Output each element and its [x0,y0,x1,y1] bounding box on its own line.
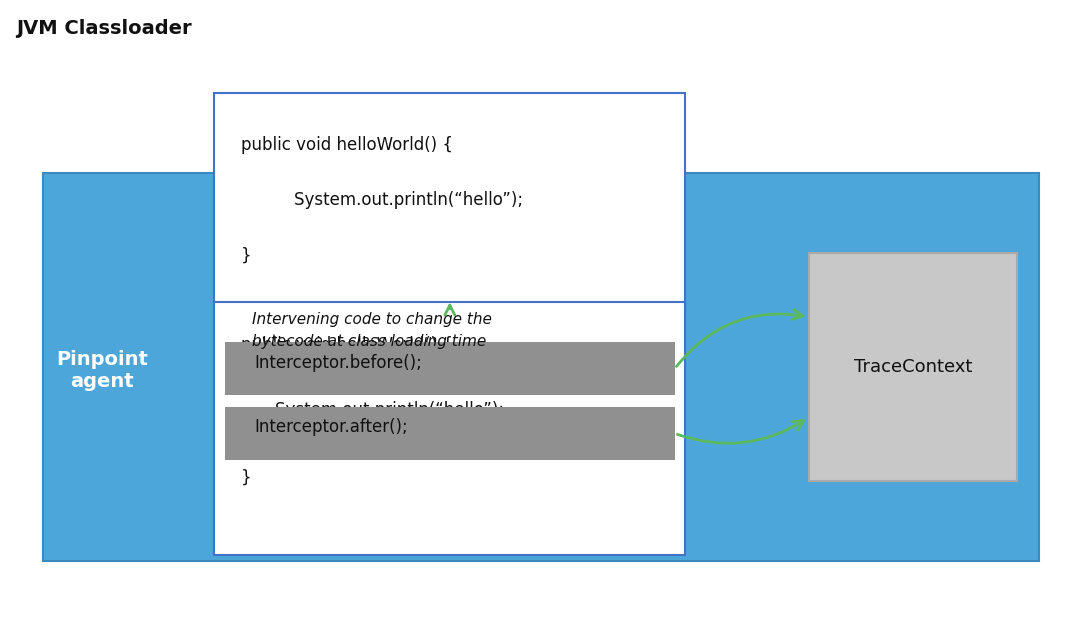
FancyBboxPatch shape [809,253,1017,481]
Text: public void helloWorld() {: public void helloWorld() { [241,336,453,354]
Text: Interceptor.after();: Interceptor.after(); [255,418,408,436]
FancyBboxPatch shape [43,173,1039,561]
Text: System.out.println(“hello”);: System.out.println(“hello”); [255,401,504,419]
Text: Intervening code to change the
bytecode at class loading time: Intervening code to change the bytecode … [252,312,492,349]
FancyBboxPatch shape [225,407,675,460]
Text: }: } [241,469,252,487]
FancyBboxPatch shape [225,342,675,395]
Text: TraceContext: TraceContext [854,358,972,376]
FancyBboxPatch shape [214,302,685,555]
Text: public void helloWorld() {: public void helloWorld() { [241,136,453,154]
Text: JVM Classloader: JVM Classloader [16,19,192,38]
Text: }: } [241,247,252,265]
Text: Pinpoint
agent: Pinpoint agent [56,350,148,391]
Text: System.out.println(“hello”);: System.out.println(“hello”); [273,191,524,209]
FancyBboxPatch shape [214,93,685,308]
Text: Interceptor.before();: Interceptor.before(); [255,354,422,371]
